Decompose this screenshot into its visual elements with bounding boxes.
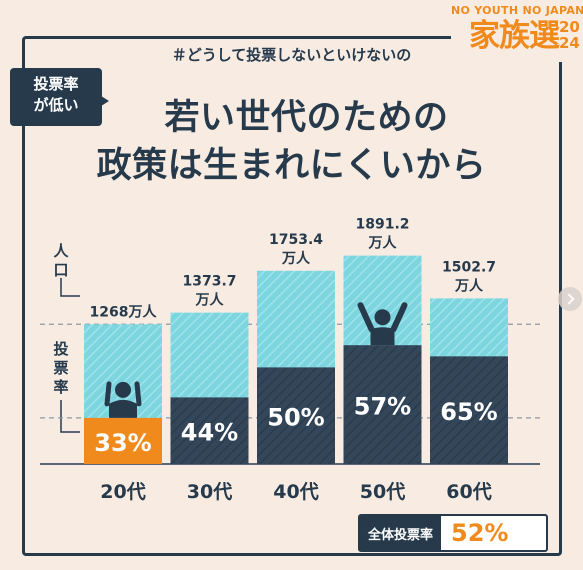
turnout-label: 33% [94, 429, 151, 457]
population-label: 万人 [368, 235, 398, 252]
overall-turnout-label: 全体投票率 [360, 516, 442, 550]
page-title: 若い世代のための 政策は生まれにくいから [0, 94, 583, 190]
population-label: 1891.2 [355, 217, 409, 233]
turnout-label: 65% [440, 398, 497, 426]
category-label: 40代 [273, 481, 318, 503]
logo-title: 家族選 [469, 18, 560, 54]
turnout-axis-bracket [60, 400, 80, 433]
population-label: 万人 [281, 250, 311, 267]
population-axis-bracket [60, 278, 80, 297]
hashtag: ＃どうして投票しないといけないの [171, 46, 412, 64]
category-label: 50代 [360, 481, 405, 503]
turnout-bar [343, 345, 422, 464]
turnout-label: 44% [181, 419, 238, 447]
turnout-axis-label: 投票率 [53, 340, 69, 396]
population-axis-label: 人口 [53, 242, 69, 279]
overall-turnout-value: 52% [451, 519, 509, 547]
category-label: 60代 [446, 481, 491, 503]
logo-slogan: NO YOUTH NO JAPAN [451, 4, 583, 17]
badge-pointer [98, 94, 109, 108]
title-line-2: 政策は生まれにくいから [96, 146, 487, 186]
category-label: 20代 [100, 481, 145, 503]
turnout-label: 57% [354, 393, 411, 421]
logo-year: 20 24 [559, 18, 580, 52]
carousel-next-button[interactable] [558, 287, 582, 311]
title-line-1: 若い世代のための [164, 98, 449, 138]
badge-line-1: 投票率 [33, 75, 79, 93]
turnout-bar [170, 397, 249, 464]
turnout-bar [84, 417, 162, 464]
reason-badge: 投票率 が低い [10, 68, 102, 126]
population-label: 1502.7 [442, 259, 496, 275]
head-in-hands-icon [104, 381, 142, 418]
population-label: 1753.4 [269, 232, 323, 248]
population-label: 万人 [454, 277, 484, 294]
population-label: 1373.7 [182, 274, 236, 290]
badge-line-2: が低い [33, 96, 79, 114]
campaign-logo: NO YOUTH NO JAPAN 家族選20 24 [451, 4, 583, 62]
turnout-label: 50% [267, 404, 324, 432]
category-label: 30代 [187, 481, 232, 503]
population-label: 1268万人 [90, 303, 158, 320]
overall-turnout-box: 全体投票率 52% [358, 514, 548, 552]
turnout-bar [430, 356, 508, 464]
turnout-bar [257, 367, 335, 464]
cheering-person-icon [357, 302, 408, 346]
population-label: 万人 [195, 292, 225, 309]
